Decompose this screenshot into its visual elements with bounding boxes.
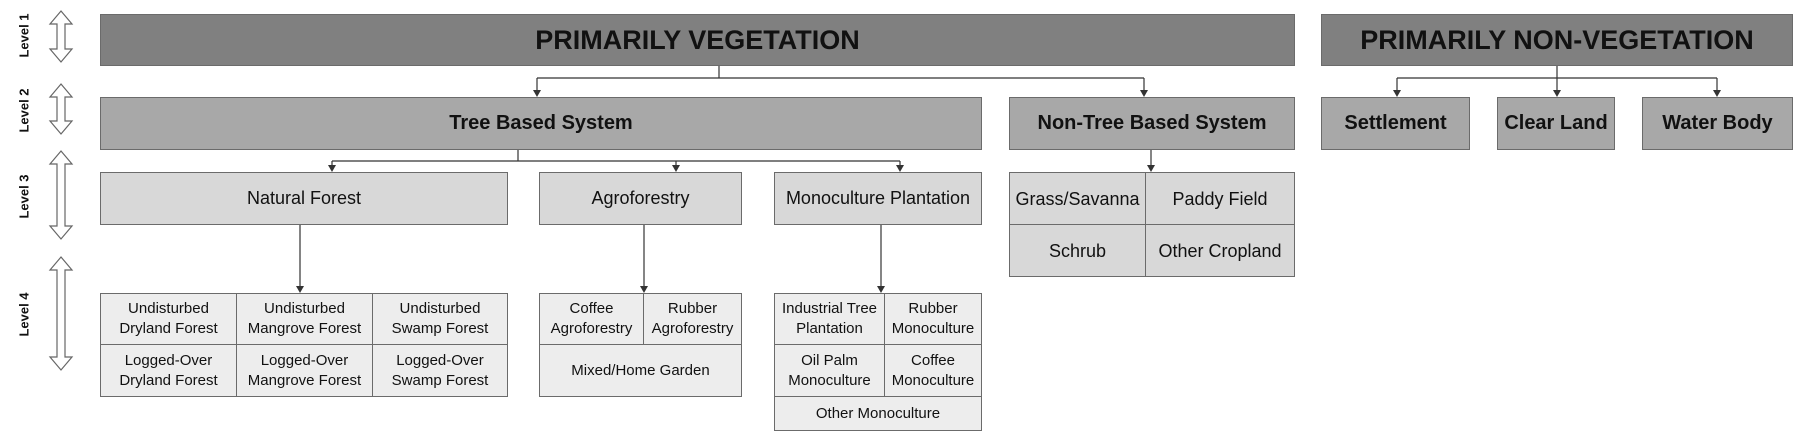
connector-vegetation-stem	[537, 66, 1144, 79]
arrowhead-water-body	[1713, 90, 1721, 97]
agroforestry-box: Agroforestry	[539, 172, 742, 225]
grass-savanna-cell: Grass/Savanna	[1009, 172, 1146, 225]
coffee-agroforestry-cell: Coffee Agroforestry	[539, 293, 644, 345]
rubber-agroforestry-cell: Rubber Agroforestry	[643, 293, 742, 345]
monoculture-plantation-box: Monoculture Plantation	[774, 172, 982, 225]
arrowhead-settlement	[1393, 90, 1401, 97]
coffee-monoculture-cell: Coffee Monoculture	[884, 344, 982, 397]
rubber-monoculture-cell: Rubber Monoculture	[884, 293, 982, 345]
clear-land-box: Clear Land	[1497, 97, 1615, 150]
logged-over-mangrove-forest-cell: Logged-Over Mangrove Forest	[236, 344, 373, 397]
logged-over-dryland-forest-cell: Logged-Over Dryland Forest	[100, 344, 237, 397]
connector-non-vegetation-stem	[1397, 66, 1717, 79]
level-1-double-arrow	[48, 10, 74, 63]
arrowhead-monoculture	[896, 165, 904, 172]
other-monoculture-cell: Other Monoculture	[774, 396, 982, 431]
level-4-double-arrow	[48, 256, 74, 371]
schrub-cell: Schrub	[1009, 224, 1146, 277]
arrowhead-natural-forest	[328, 165, 336, 172]
other-cropland-cell: Other Cropland	[1145, 224, 1295, 277]
arrowhead-monoculture-l4	[877, 286, 885, 293]
logged-over-swamp-forest-cell: Logged-Over Swamp Forest	[372, 344, 508, 397]
settlement-box: Settlement	[1321, 97, 1470, 150]
primarily-vegetation-box: PRIMARILY VEGETATION	[100, 14, 1295, 66]
arrowhead-agroforestry	[672, 165, 680, 172]
connector-tree-based-stem	[332, 150, 900, 162]
undisturbed-dryland-forest-cell: Undisturbed Dryland Forest	[100, 293, 237, 345]
undisturbed-swamp-forest-cell: Undisturbed Swamp Forest	[372, 293, 508, 345]
level-3-double-arrow	[48, 150, 74, 240]
industrial-tree-plantation-cell: Industrial Tree Plantation	[774, 293, 885, 345]
arrowhead-tree-based	[533, 90, 541, 97]
primarily-non-vegetation-box: PRIMARILY NON-VEGETATION	[1321, 14, 1793, 66]
level-2-double-arrow	[48, 83, 74, 135]
arrowhead-non-tree-grid	[1147, 165, 1155, 172]
paddy-field-cell: Paddy Field	[1145, 172, 1295, 225]
water-body-box: Water Body	[1642, 97, 1793, 150]
arrowhead-natural-forest-l4	[296, 286, 304, 293]
natural-forest-box: Natural Forest	[100, 172, 508, 225]
arrowhead-non-tree-based	[1140, 90, 1148, 97]
non-tree-based-system-box: Non-Tree Based System	[1009, 97, 1295, 150]
arrowhead-clear-land	[1553, 90, 1561, 97]
undisturbed-mangrove-forest-cell: Undisturbed Mangrove Forest	[236, 293, 373, 345]
tree-based-system-box: Tree Based System	[100, 97, 982, 150]
mixed-home-garden-cell: Mixed/Home Garden	[539, 344, 742, 397]
level-arrows	[48, 10, 74, 371]
arrowhead-agroforestry-l4	[640, 286, 648, 293]
